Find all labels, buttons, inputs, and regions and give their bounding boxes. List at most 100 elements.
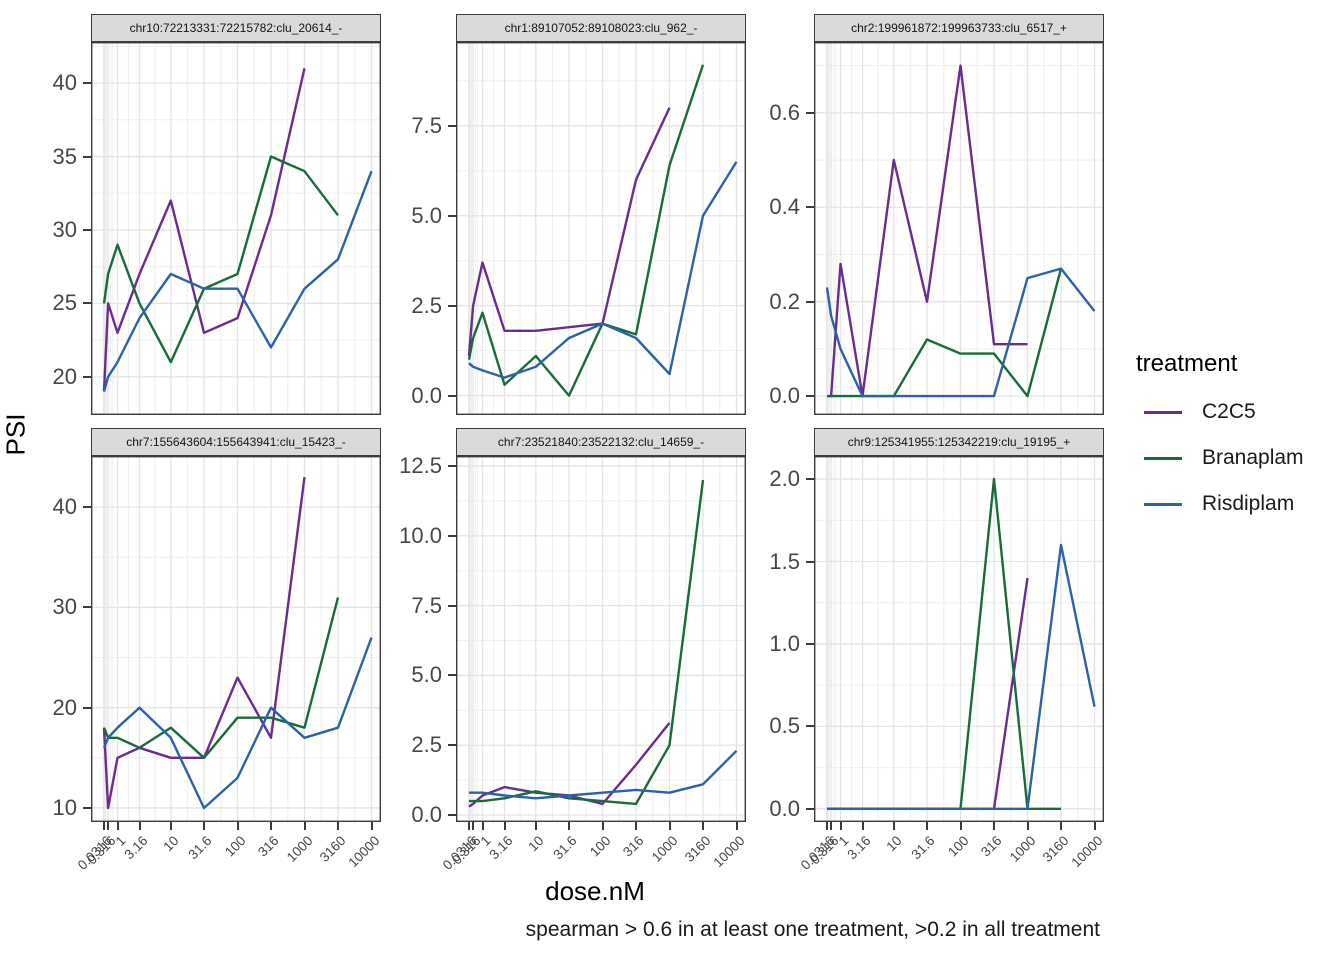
- x-tick-mark: [169, 822, 172, 830]
- legend-label: Risdiplam: [1202, 492, 1295, 515]
- legend-title: treatment: [1136, 350, 1238, 377]
- y-tick-label: 40: [52, 494, 77, 520]
- y-tick-label: 0.0: [769, 795, 800, 821]
- y-tick-mark: [806, 725, 814, 728]
- facet-title: chr7:23521840:23522132:clu_14659_-: [497, 435, 705, 449]
- facet-panel: [813, 455, 1105, 823]
- x-tick-mark: [116, 822, 119, 830]
- y-tick-mark: [448, 814, 456, 817]
- y-tick-label: 0.4: [769, 194, 800, 220]
- x-tick-mark: [601, 822, 604, 830]
- series-line-Branaplam: [467, 64, 705, 397]
- facet-panel: [813, 41, 1105, 416]
- y-tick-label: 7.5: [411, 592, 442, 618]
- y-tick-mark: [448, 214, 456, 217]
- x-tick-mark: [959, 822, 962, 830]
- legend-key-line: [1144, 411, 1182, 414]
- legend-label: C2C5: [1202, 400, 1256, 423]
- series-line-C2C5: [467, 107, 671, 357]
- y-tick-mark: [448, 744, 456, 747]
- series-line-Risdiplam: [469, 749, 738, 800]
- series-line-Risdiplam: [102, 170, 373, 392]
- y-tick-mark: [806, 300, 814, 303]
- x-tick-mark: [107, 822, 110, 830]
- y-tick-label: 40: [52, 70, 77, 96]
- y-tick-label: 0.2: [769, 288, 800, 314]
- x-tick-mark: [861, 822, 864, 830]
- facet-title: chr1:89107052:89108023:clu_962_-: [504, 21, 698, 35]
- y-tick-mark: [83, 606, 91, 609]
- y-tick-mark: [448, 604, 456, 607]
- x-tick-mark: [481, 822, 484, 830]
- y-tick-mark: [83, 302, 91, 305]
- x-tick-mark: [1059, 822, 1062, 830]
- y-tick-mark: [83, 82, 91, 85]
- caption: spearman > 0.6 in at least one treatment…: [525, 918, 1100, 941]
- x-tick-mark: [102, 822, 105, 830]
- y-tick-label: 35: [52, 143, 77, 169]
- y-tick-mark: [806, 560, 814, 563]
- facet-plot-area: [90, 455, 382, 823]
- x-tick-mark: [839, 822, 842, 830]
- y-tick-label: 0.0: [411, 382, 442, 408]
- x-tick-mark: [825, 822, 828, 830]
- y-tick-label: 5.0: [411, 202, 442, 228]
- x-tick-mark: [701, 822, 704, 830]
- facet-plot-area: [813, 41, 1105, 416]
- y-tick-mark: [806, 642, 814, 645]
- facet-panel: [455, 455, 747, 823]
- y-tick-label: 25: [52, 290, 77, 316]
- y-tick-mark: [83, 375, 91, 378]
- y-axis-title: PSI: [0, 413, 31, 456]
- series-line-Branaplam: [827, 268, 1063, 398]
- y-tick-mark: [448, 124, 456, 127]
- x-tick-mark: [138, 822, 141, 830]
- y-tick-mark: [806, 206, 814, 209]
- y-tick-label: 5.0: [411, 662, 442, 688]
- y-tick-label: 0.0: [769, 383, 800, 409]
- y-tick-label: 7.5: [411, 112, 442, 138]
- series-line-Branaplam: [102, 155, 339, 364]
- facet-title: chr9:125341955:125342219:clu_19195_+: [847, 435, 1071, 449]
- y-tick-mark: [83, 806, 91, 809]
- y-tick-label: 1.5: [769, 548, 800, 574]
- x-tick-mark: [472, 822, 475, 830]
- y-tick-label: 10: [52, 794, 77, 820]
- facet-strip: chr10:72213331:72215782:clu_20614_-: [91, 14, 381, 42]
- facet-strip: chr2:199961872:199963733:clu_6517_+: [814, 14, 1104, 42]
- facet-title: chr7:155643604:155643941:clu_15423_-: [126, 435, 346, 449]
- x-tick-mark: [203, 822, 205, 830]
- facet-plot-area: [813, 455, 1105, 823]
- series-line-Risdiplam: [102, 637, 373, 810]
- y-tick-label: 30: [52, 594, 77, 620]
- x-tick-mark: [503, 822, 506, 830]
- y-tick-label: 0.0: [411, 802, 442, 828]
- y-tick-label: 2.0: [769, 466, 800, 492]
- legend-entry: Risdiplam: [1144, 492, 1344, 518]
- y-tick-mark: [806, 478, 814, 481]
- x-tick-mark: [992, 822, 995, 830]
- y-tick-mark: [448, 304, 456, 307]
- legend-label: Branaplam: [1202, 446, 1304, 469]
- facet-panel: [455, 41, 747, 416]
- y-tick-label: 1.0: [769, 630, 800, 656]
- y-tick-mark: [83, 155, 91, 158]
- y-tick-mark: [806, 395, 814, 398]
- x-tick-mark: [926, 822, 928, 830]
- series-line-Branaplam: [469, 479, 705, 806]
- series-line-C2C5: [102, 68, 306, 392]
- facet-strip: chr1:89107052:89108023:clu_962_-: [456, 14, 746, 42]
- y-tick-label: 10.0: [399, 522, 442, 548]
- facet-strip: chr9:125341955:125342219:clu_19195_+: [814, 428, 1104, 456]
- y-tick-mark: [83, 706, 91, 709]
- y-tick-label: 0.5: [769, 713, 800, 739]
- series-line-C2C5: [827, 64, 1028, 398]
- x-tick-mark: [668, 822, 671, 830]
- x-tick-mark: [892, 822, 895, 830]
- series-line-Risdiplam: [827, 543, 1096, 810]
- facet-title: chr2:199961872:199963733:clu_6517_+: [851, 21, 1067, 35]
- x-tick-mark: [1026, 822, 1029, 830]
- x-tick-mark: [830, 822, 833, 830]
- y-tick-mark: [83, 506, 91, 509]
- facet-plot-area: [90, 41, 382, 416]
